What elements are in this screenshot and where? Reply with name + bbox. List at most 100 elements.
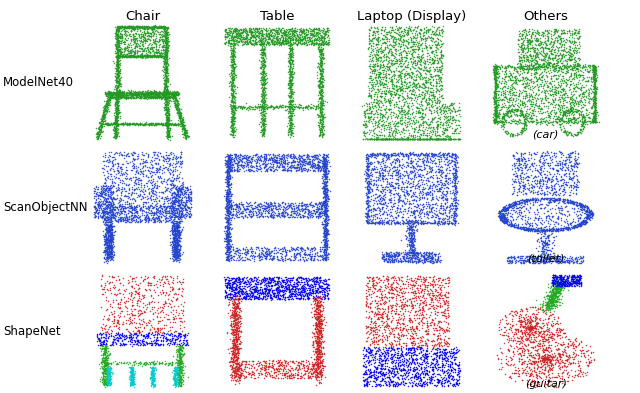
Point: [362, 186, 372, 193]
Point: [320, 216, 330, 222]
Point: [135, 89, 145, 95]
Point: [569, 222, 579, 228]
Point: [114, 76, 124, 82]
Point: [105, 92, 115, 99]
Point: [116, 121, 127, 127]
Point: [552, 60, 562, 66]
Point: [391, 83, 401, 90]
Point: [307, 254, 317, 260]
Point: [148, 377, 158, 384]
Point: [106, 89, 116, 95]
Point: [172, 220, 182, 226]
Point: [565, 38, 575, 44]
Point: [313, 122, 323, 128]
Point: [566, 150, 576, 156]
Point: [131, 23, 141, 29]
Point: [151, 215, 161, 221]
Point: [314, 374, 324, 380]
Point: [168, 199, 178, 206]
Point: [380, 151, 390, 157]
Point: [520, 111, 531, 117]
Point: [372, 166, 382, 173]
Point: [416, 276, 426, 282]
Point: [573, 277, 584, 283]
Point: [109, 125, 120, 131]
Point: [168, 294, 178, 301]
Point: [125, 196, 135, 202]
Point: [577, 206, 588, 212]
Point: [321, 246, 332, 252]
Point: [408, 181, 418, 187]
Point: [186, 212, 196, 219]
Point: [246, 41, 257, 47]
Point: [139, 182, 149, 188]
Point: [102, 286, 113, 292]
Point: [228, 48, 239, 54]
Point: [224, 245, 234, 252]
Point: [136, 53, 146, 59]
Point: [411, 352, 421, 358]
Point: [407, 301, 417, 308]
Point: [242, 283, 252, 290]
Point: [182, 133, 192, 139]
Point: [234, 309, 244, 315]
Point: [519, 118, 529, 124]
Point: [559, 279, 569, 285]
Point: [163, 36, 173, 42]
Point: [107, 179, 117, 185]
Point: [409, 213, 419, 220]
Point: [225, 166, 236, 173]
Point: [263, 202, 273, 208]
Point: [557, 227, 568, 233]
Point: [112, 122, 122, 129]
Point: [390, 151, 400, 158]
Point: [256, 129, 266, 136]
Point: [101, 236, 111, 242]
Point: [318, 225, 328, 231]
Point: [587, 210, 597, 216]
Point: [257, 39, 267, 46]
Point: [223, 167, 233, 173]
Point: [370, 213, 380, 219]
Point: [371, 74, 381, 81]
Point: [559, 225, 569, 231]
Point: [523, 113, 533, 119]
Point: [272, 41, 282, 48]
Point: [226, 295, 236, 301]
Point: [229, 316, 239, 323]
Point: [120, 27, 130, 33]
Point: [518, 259, 528, 265]
Point: [161, 103, 172, 110]
Point: [236, 371, 246, 377]
Point: [112, 57, 122, 64]
Point: [146, 217, 156, 223]
Point: [573, 61, 584, 67]
Point: [119, 39, 129, 45]
Point: [513, 48, 524, 55]
Point: [523, 173, 533, 180]
Point: [240, 27, 250, 33]
Point: [302, 362, 312, 368]
Point: [316, 118, 326, 125]
Point: [380, 91, 390, 97]
Point: [514, 33, 524, 39]
Point: [161, 42, 172, 48]
Point: [172, 175, 182, 181]
Point: [490, 64, 500, 71]
Point: [563, 94, 573, 100]
Point: [556, 51, 566, 58]
Point: [319, 296, 330, 302]
Point: [221, 284, 232, 290]
Point: [552, 226, 563, 233]
Point: [255, 157, 266, 163]
Point: [569, 71, 579, 77]
Point: [375, 86, 385, 92]
Point: [420, 340, 431, 346]
Point: [525, 109, 535, 115]
Point: [321, 206, 331, 213]
Point: [284, 373, 294, 379]
Point: [557, 63, 567, 70]
Point: [232, 35, 242, 41]
Point: [450, 219, 460, 226]
Point: [537, 227, 547, 233]
